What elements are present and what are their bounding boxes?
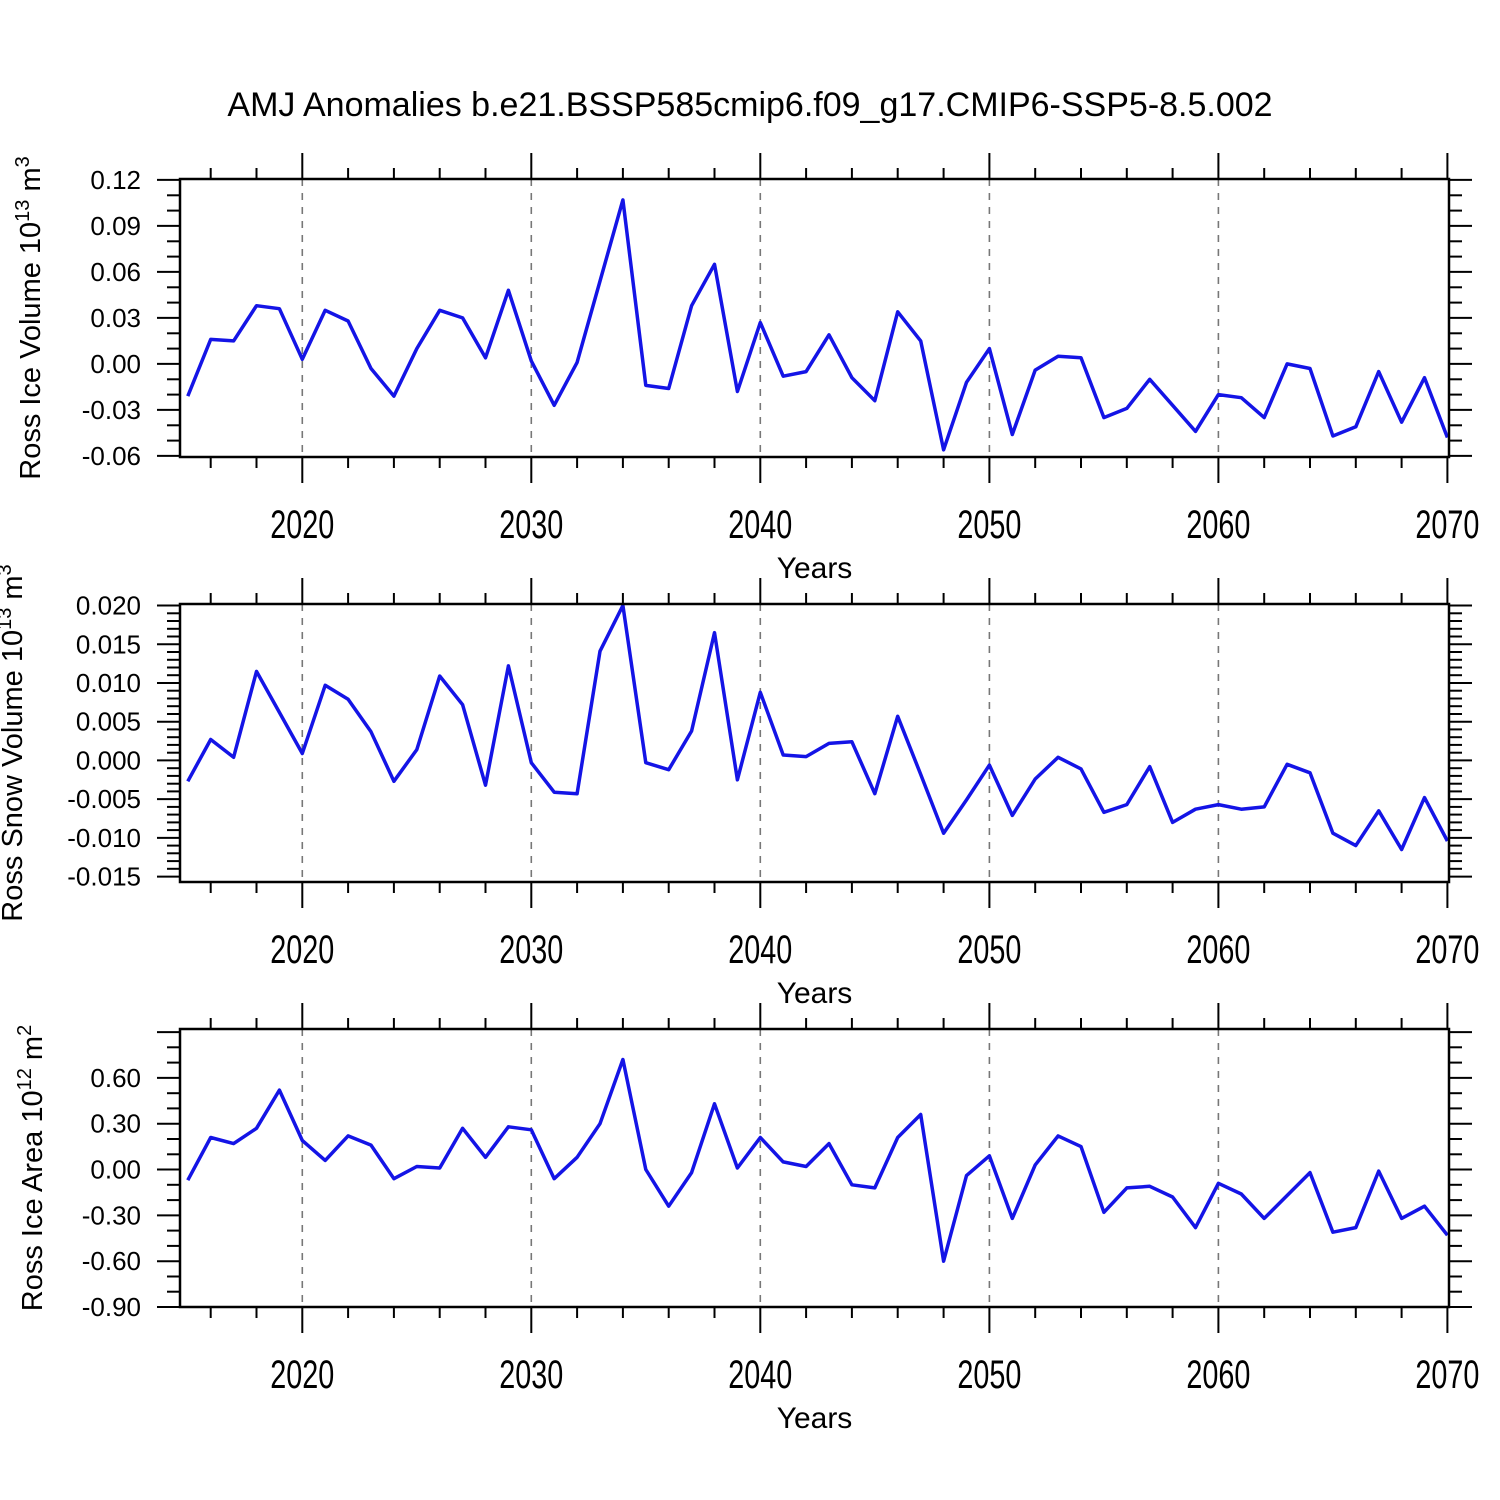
x-tick-label: 2060 — [1186, 928, 1250, 972]
x-tick-label: 2040 — [728, 928, 792, 972]
x-tick-label: 2060 — [1186, 503, 1250, 547]
x-tick-label: 2020 — [270, 928, 334, 972]
panel-ice-volume: 2020 2030 2040 2050 2060 2070 0.12 0.09 0.06 0.03… — [12, 153, 1479, 585]
panel-ice-area: 2020 2030 2040 2050 2060 2070 0.60 0.30 0.00 -0.3… — [14, 1003, 1479, 1435]
x-tick-label: 2030 — [499, 503, 563, 547]
y-tick-label: 0.30 — [90, 1109, 141, 1139]
panel-snow-volume: 2020 2030 2040 2050 2060 2070 0.020 0.015 0.010 0… — [0, 564, 1479, 1010]
ice_area-series-line — [186, 1057, 1449, 1263]
y-tick-label: -0.06 — [82, 441, 141, 471]
x-tick-label: 2060 — [1186, 1353, 1250, 1397]
y-axis-title: Ross Ice Volume 1013 m3 — [12, 156, 47, 480]
x-tick-label: 2030 — [499, 928, 563, 972]
plot-frame — [178, 177, 1451, 459]
y-tick-label: 0.005 — [76, 707, 141, 737]
x-tick-label: 2040 — [728, 503, 792, 547]
ice_volume-series-line — [186, 198, 1450, 452]
y-tick-label: -0.005 — [67, 784, 141, 814]
y-tick-label: 0.06 — [90, 257, 141, 287]
x-tick-label: 2050 — [957, 928, 1021, 972]
x-axis-title: Years — [777, 552, 853, 585]
x-tick-label: 2070 — [1415, 928, 1479, 972]
y-tick-label: 0.00 — [90, 1155, 141, 1185]
x-tick-label: 2020 — [270, 503, 334, 547]
y-tick-label: -0.90 — [82, 1292, 141, 1322]
x-tick-label: 2020 — [270, 1353, 334, 1397]
y-tick-label: 0.015 — [76, 629, 141, 659]
x-tick-label: 2040 — [728, 1353, 792, 1397]
y-tick-label: -0.60 — [82, 1246, 141, 1276]
y-axis-title: Ross Ice Area 1012 m2 — [14, 1025, 49, 1311]
y-tick-label: 0.010 — [76, 668, 141, 698]
chart-title: AMJ Anomalies b.e21.BSSP585cmip6.f09_g17… — [227, 86, 1272, 124]
y-tick-label: -0.03 — [82, 395, 141, 425]
x-tick-label: 2070 — [1415, 1353, 1479, 1397]
x-tick-label: 2050 — [957, 1353, 1021, 1397]
x-axis-title: Years — [777, 977, 853, 1010]
x-tick-label: 2030 — [499, 1353, 563, 1397]
y-tick-label: -0.30 — [82, 1200, 141, 1230]
plot-frame — [178, 602, 1451, 884]
y-tick-label: 0.000 — [76, 745, 141, 775]
y-tick-label: -0.010 — [67, 823, 141, 853]
x-axis-title: Years — [777, 1402, 853, 1435]
y-tick-label: 0.020 — [76, 591, 141, 621]
x-tick-label: 2070 — [1415, 503, 1479, 547]
x-tick-label: 2050 — [957, 503, 1021, 547]
plot-frame — [178, 1027, 1451, 1309]
y-tick-label: 0.03 — [90, 303, 141, 333]
y-tick-label: -0.015 — [67, 862, 141, 892]
y-tick-label: 0.12 — [90, 165, 141, 195]
y-tick-label: 0.60 — [90, 1063, 141, 1093]
snow_volume-series-line — [186, 603, 1449, 852]
y-tick-label: 0.00 — [90, 349, 141, 379]
y-axis-title: Ross Snow Volume 1013 m3 — [0, 564, 29, 921]
y-tick-label: 0.09 — [90, 211, 141, 241]
